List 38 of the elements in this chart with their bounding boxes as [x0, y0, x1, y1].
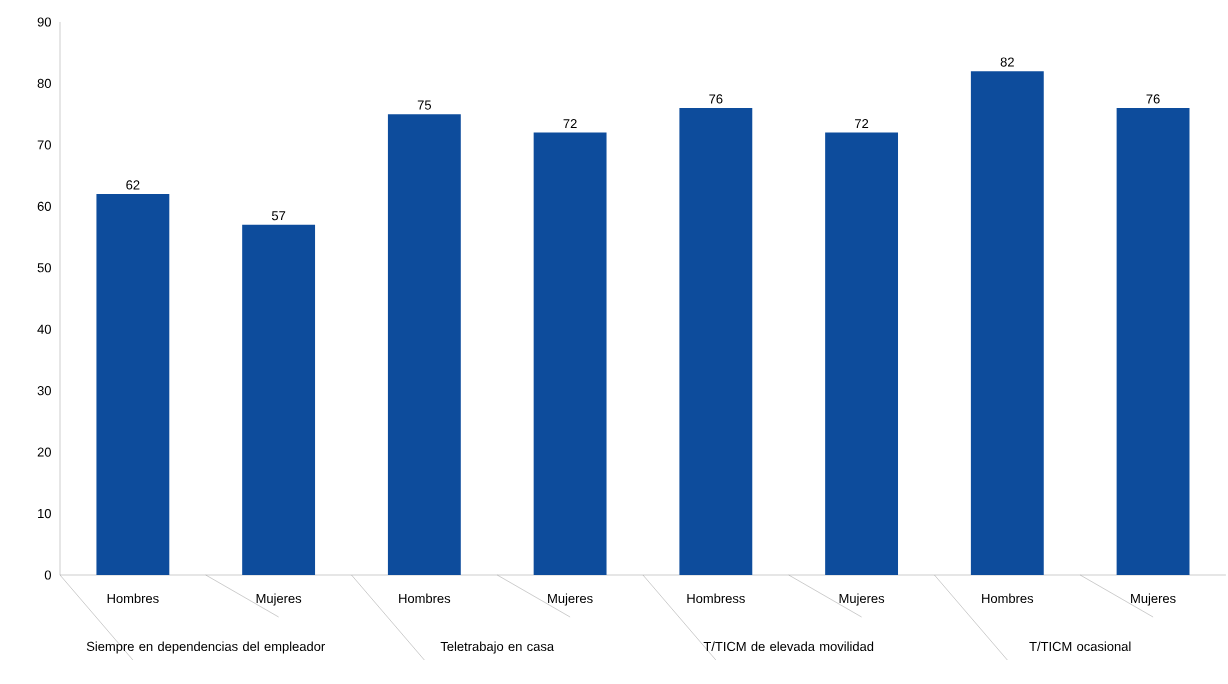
y-tick-label: 60	[37, 201, 51, 211]
x-tick-label: Mujeres	[256, 593, 302, 606]
y-tick-label: 80	[37, 78, 51, 89]
x-tick-label: Hombres	[107, 593, 159, 604]
data-label: 76	[709, 94, 723, 104]
bar	[96, 194, 170, 575]
y-tick-label: 30	[37, 386, 51, 396]
x-tick-label: Hombress	[687, 593, 745, 604]
data-label: 72	[855, 119, 869, 129]
data-label: 62	[126, 180, 140, 190]
bar	[242, 224, 316, 575]
data-label: 76	[1146, 94, 1160, 104]
text: Siempre en dependencias del empleador	[86, 641, 325, 654]
text: Teletrabajo en casa	[440, 641, 555, 654]
bar	[387, 114, 461, 575]
bar	[825, 132, 899, 575]
bar	[970, 71, 1044, 575]
data-label: 75	[417, 100, 432, 110]
y-tick-label: 70	[37, 140, 51, 150]
x-tick-label: Mujeres	[839, 593, 885, 606]
y-tick-label: 40	[37, 324, 51, 334]
y-tick-label: 10	[38, 508, 51, 519]
data-label: 72	[563, 119, 577, 129]
bar	[1116, 108, 1190, 575]
x-tick-label: Mujeres	[1131, 593, 1176, 606]
y-tick-label: 0	[44, 570, 51, 580]
data-label: 82	[1000, 57, 1014, 67]
x-tick-label: Hombres	[982, 593, 1034, 604]
data-label: 57	[271, 211, 286, 221]
bar	[679, 108, 753, 575]
y-tick-label: 90	[37, 17, 51, 27]
y-tick-label: 50	[37, 263, 51, 273]
text: T/TICM ocasional	[1029, 641, 1131, 652]
y-tick-label: 20	[37, 447, 51, 457]
text: T/TICM de elevada movilidad	[703, 641, 874, 652]
x-tick-label: Mujeres	[548, 593, 593, 606]
bar	[533, 132, 607, 575]
x-tick-label: Hombres	[399, 593, 451, 604]
